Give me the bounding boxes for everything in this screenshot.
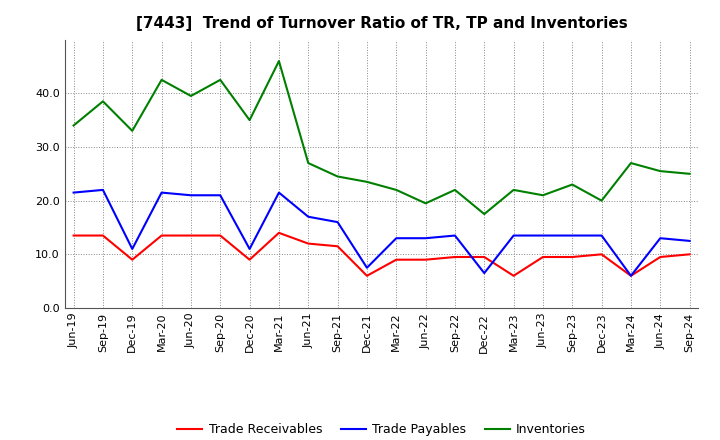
Trade Receivables	[509, 273, 518, 279]
Inventories	[656, 169, 665, 174]
Trade Payables	[598, 233, 606, 238]
Trade Payables	[509, 233, 518, 238]
Inventories	[69, 123, 78, 128]
Inventories	[451, 187, 459, 193]
Title: [7443]  Trend of Turnover Ratio of TR, TP and Inventories: [7443] Trend of Turnover Ratio of TR, TP…	[136, 16, 627, 32]
Inventories	[128, 128, 137, 133]
Inventories	[216, 77, 225, 82]
Inventories	[157, 77, 166, 82]
Inventories	[626, 161, 635, 166]
Trade Receivables	[333, 244, 342, 249]
Trade Receivables	[128, 257, 137, 262]
Line: Inventories: Inventories	[73, 61, 690, 214]
Trade Receivables	[157, 233, 166, 238]
Trade Receivables	[274, 230, 283, 235]
Trade Payables	[186, 193, 195, 198]
Inventories	[304, 161, 312, 166]
Legend: Trade Receivables, Trade Payables, Inventories: Trade Receivables, Trade Payables, Inven…	[172, 418, 591, 440]
Trade Receivables	[69, 233, 78, 238]
Trade Receivables	[421, 257, 430, 262]
Trade Receivables	[363, 273, 372, 279]
Trade Payables	[246, 246, 254, 252]
Trade Receivables	[685, 252, 694, 257]
Inventories	[685, 171, 694, 176]
Trade Payables	[539, 233, 547, 238]
Trade Receivables	[186, 233, 195, 238]
Trade Payables	[274, 190, 283, 195]
Inventories	[421, 201, 430, 206]
Trade Payables	[157, 190, 166, 195]
Trade Payables	[363, 265, 372, 270]
Trade Payables	[304, 214, 312, 220]
Trade Payables	[392, 235, 400, 241]
Inventories	[480, 211, 489, 216]
Trade Payables	[128, 246, 137, 252]
Trade Receivables	[216, 233, 225, 238]
Inventories	[186, 93, 195, 99]
Trade Receivables	[451, 254, 459, 260]
Trade Receivables	[99, 233, 107, 238]
Trade Payables	[333, 220, 342, 225]
Trade Payables	[216, 193, 225, 198]
Inventories	[392, 187, 400, 193]
Inventories	[99, 99, 107, 104]
Trade Payables	[626, 273, 635, 279]
Line: Trade Receivables: Trade Receivables	[73, 233, 690, 276]
Inventories	[598, 198, 606, 203]
Inventories	[568, 182, 577, 187]
Inventories	[246, 117, 254, 123]
Inventories	[539, 193, 547, 198]
Trade Receivables	[480, 254, 489, 260]
Trade Payables	[656, 235, 665, 241]
Trade Receivables	[568, 254, 577, 260]
Line: Trade Payables: Trade Payables	[73, 190, 690, 276]
Trade Payables	[568, 233, 577, 238]
Trade Receivables	[539, 254, 547, 260]
Trade Payables	[421, 235, 430, 241]
Trade Payables	[69, 190, 78, 195]
Trade Receivables	[246, 257, 254, 262]
Trade Payables	[480, 271, 489, 276]
Inventories	[363, 179, 372, 184]
Inventories	[509, 187, 518, 193]
Trade Payables	[685, 238, 694, 244]
Trade Receivables	[626, 273, 635, 279]
Trade Payables	[451, 233, 459, 238]
Inventories	[274, 59, 283, 64]
Trade Payables	[99, 187, 107, 193]
Trade Receivables	[656, 254, 665, 260]
Trade Receivables	[392, 257, 400, 262]
Trade Receivables	[304, 241, 312, 246]
Inventories	[333, 174, 342, 179]
Trade Receivables	[598, 252, 606, 257]
